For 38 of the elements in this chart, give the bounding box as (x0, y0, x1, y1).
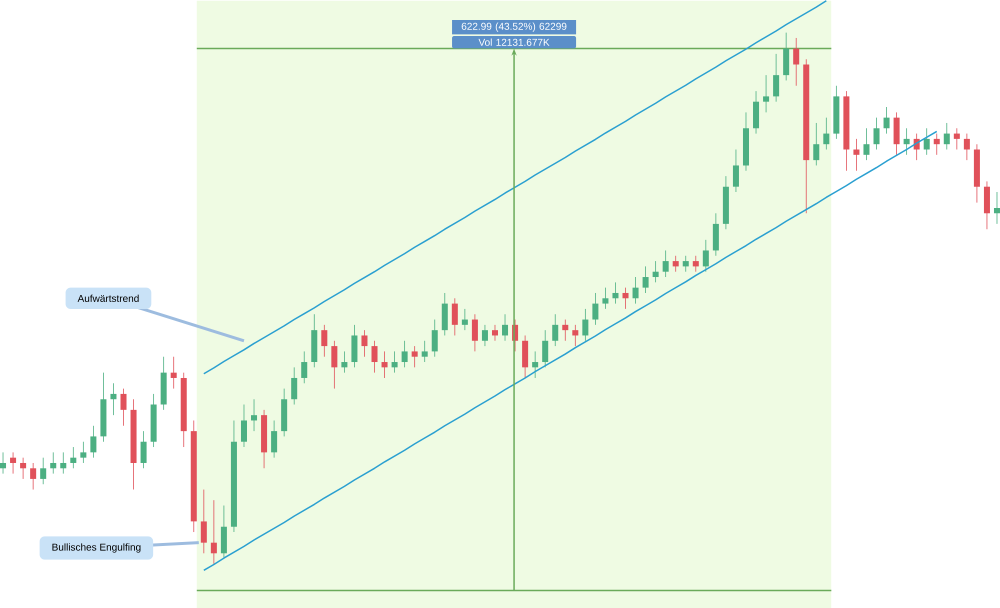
candlestick (452, 298, 458, 336)
candlestick (70, 446, 76, 469)
candlestick (572, 324, 578, 346)
candlestick (692, 255, 699, 272)
candlestick (582, 308, 588, 342)
candlestick (50, 452, 56, 474)
candlestick (40, 457, 46, 485)
candlestick (321, 324, 328, 358)
candlestick (301, 350, 308, 384)
candlestick (442, 292, 448, 336)
candlestick (190, 420, 197, 532)
candlestick (662, 250, 669, 278)
annotation: Aufwärtstrend (78, 294, 139, 302)
text: 622.99 (43.52%) 62299 (462, 22, 566, 32)
candlestick (60, 452, 66, 474)
candlestick (432, 319, 438, 358)
candlestick (813, 122, 820, 166)
candlestick (682, 255, 689, 272)
candlestick (200, 489, 207, 554)
candlestick (934, 133, 940, 156)
candlestick (160, 356, 167, 410)
annotation: Vol 12131.677K (478, 38, 550, 46)
candlestick (954, 128, 960, 150)
candlestick (291, 366, 298, 405)
annotation: Bullisches Engulfing (52, 543, 140, 553)
candlestick (823, 117, 830, 150)
candlestick (793, 37, 800, 86)
candlestick (180, 372, 187, 448)
candlestick (783, 32, 790, 81)
candlestick (311, 314, 318, 368)
candlestick (803, 58, 810, 214)
candlestick (552, 314, 558, 346)
candlestick (702, 239, 709, 272)
candlestick (331, 340, 338, 389)
candlestick (542, 330, 548, 368)
candlestick (170, 356, 177, 389)
candlestick (672, 255, 679, 272)
candlestick (944, 122, 950, 150)
